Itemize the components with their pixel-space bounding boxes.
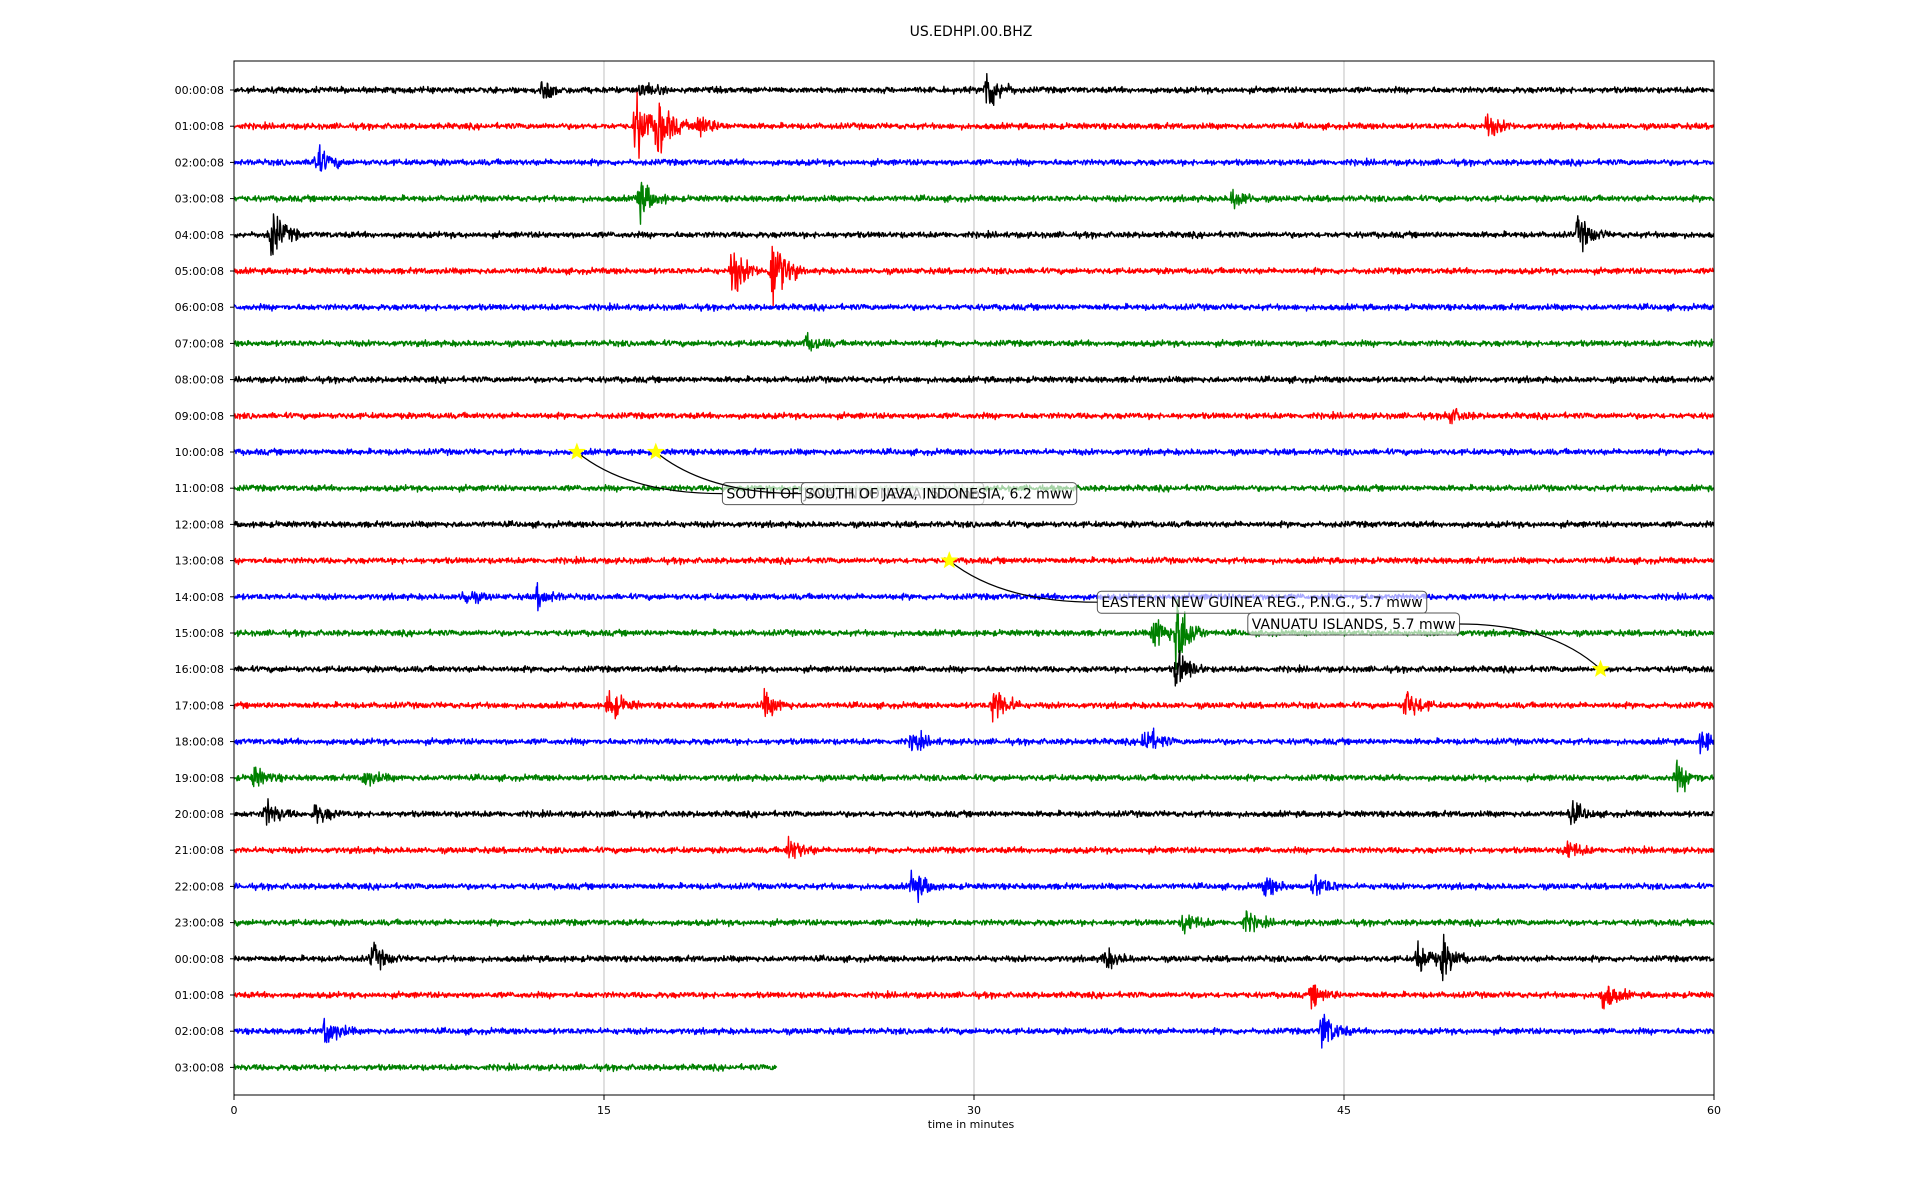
event-label: EASTERN NEW GUINEA REG., P.N.G., 5.7 mww (1101, 595, 1422, 611)
row-time-label: 13:00:08 (175, 555, 224, 568)
grid-lines (603, 61, 1345, 1095)
trace-row (233, 302, 1715, 312)
trace-row (233, 933, 1715, 982)
event-connector (948, 560, 1098, 603)
row-time-label: 15:00:08 (175, 627, 224, 640)
trace-row (233, 759, 1715, 793)
event-star-marker (646, 442, 665, 460)
x-axis-label: time in minutes (928, 1118, 1015, 1131)
row-time-label: 21:00:08 (175, 844, 224, 857)
x-tick-label: 30 (967, 1104, 981, 1117)
event-star-marker (940, 551, 959, 569)
event-connector (576, 451, 723, 495)
row-time-label: 06:00:08 (175, 301, 224, 314)
trace-row (233, 91, 1715, 159)
x-axis: 0 15 30 45 60 (231, 1095, 1721, 1117)
row-time-label: 12:00:08 (175, 518, 224, 531)
row-time-label: 00:00:08 (175, 953, 224, 966)
trace-row (233, 213, 1715, 256)
event-annotations: SOUTH OF JAVA, INDONESIA, 5.7 mbSOUTH OF… (567, 442, 1610, 677)
trace-row (233, 555, 1715, 566)
event-connector (1459, 623, 1601, 670)
chart-title: US.EDHPI.00.BHZ (910, 24, 1033, 40)
trace-row (233, 375, 1714, 385)
trace-row (233, 245, 1715, 307)
x-tick-label: 15 (597, 1104, 611, 1117)
row-time-label: 05:00:08 (175, 265, 224, 278)
row-time-label: 18:00:08 (175, 736, 224, 749)
row-time-label: 03:00:08 (175, 1061, 224, 1074)
row-time-label: 07:00:08 (175, 337, 224, 350)
row-time-label: 09:00:08 (175, 410, 224, 423)
trace-row (233, 73, 1715, 106)
trace-row (233, 727, 1715, 755)
trace-row (233, 869, 1714, 904)
row-time-label: 02:00:08 (175, 1025, 224, 1038)
x-tick-label: 45 (1337, 1104, 1351, 1117)
row-time-label: 00:00:08 (175, 84, 224, 97)
row-time-label: 23:00:08 (175, 917, 224, 930)
row-time-label: 19:00:08 (175, 772, 224, 785)
row-time-label: 16:00:08 (175, 663, 224, 676)
trace-row (233, 687, 1714, 723)
row-time-label: 10:00:08 (175, 446, 224, 459)
trace-row (233, 835, 1715, 860)
trace-row (233, 519, 1715, 529)
event-connector (655, 451, 802, 495)
trace-row (233, 181, 1715, 225)
row-time-label: 11:00:08 (175, 482, 224, 495)
x-tick-label: 0 (231, 1104, 238, 1117)
trace-row (233, 1013, 1715, 1049)
event-label: VANUATU ISLANDS, 5.7 mww (1252, 617, 1456, 633)
trace-row (233, 984, 1715, 1010)
trace-row (233, 144, 1715, 172)
row-time-label: 01:00:08 (175, 989, 224, 1002)
plot-frame (233, 60, 1715, 1096)
row-labels: 00:00:08 01:00:08 02:00:08 03:00:08 04:00:08… (175, 84, 234, 1074)
traces (233, 73, 1715, 1073)
trace-row (233, 331, 1715, 352)
event-label: SOUTH OF JAVA, INDONESIA, 6.2 mww (805, 487, 1072, 503)
event-star-marker (1591, 659, 1610, 677)
row-time-label: 08:00:08 (175, 374, 224, 387)
x-tick-label: 60 (1707, 1104, 1721, 1117)
trace-row (233, 582, 1715, 612)
trace-row (233, 599, 1714, 670)
event-label-box (800, 482, 1078, 506)
trace-row (233, 407, 1715, 425)
trace-row (233, 447, 1715, 457)
trace-row (233, 910, 1714, 935)
row-time-label: 01:00:08 (175, 120, 224, 133)
trace-row (233, 650, 1715, 687)
row-time-label: 04:00:08 (175, 229, 224, 242)
trace-row (233, 1062, 778, 1073)
row-time-label: 02:00:08 (175, 156, 224, 169)
row-time-label: 22:00:08 (175, 880, 224, 893)
row-time-label: 03:00:08 (175, 193, 224, 206)
event-star-marker (567, 442, 586, 460)
trace-row (233, 798, 1715, 826)
row-time-label: 17:00:08 (175, 699, 224, 712)
row-time-label: 20:00:08 (175, 808, 224, 821)
row-time-label: 14:00:08 (175, 591, 224, 604)
